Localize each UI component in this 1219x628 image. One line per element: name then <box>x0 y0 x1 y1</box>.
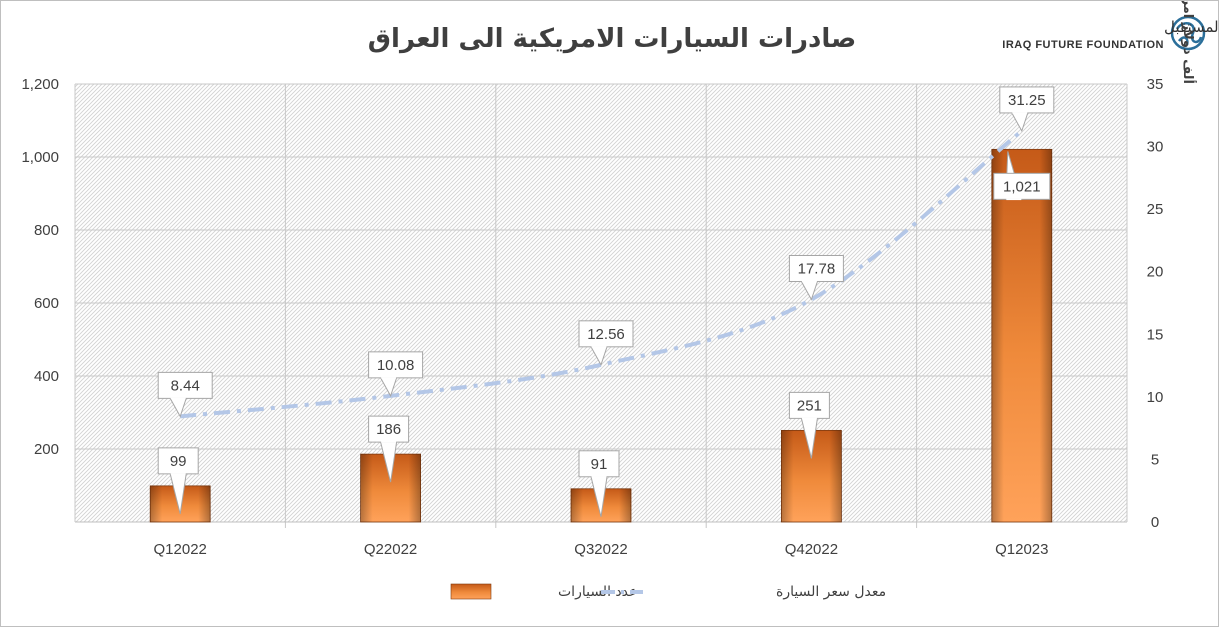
callout-box <box>993 172 1051 200</box>
callout-box <box>578 450 620 478</box>
y-right-tick-label: 5 <box>1151 451 1159 468</box>
callout-box <box>788 391 830 419</box>
line-label: 12.56 <box>578 320 634 367</box>
data-label: 12.56 <box>587 326 625 343</box>
y-axis-right: 0 5 10 15 20 25 30 35 <box>1147 76 1164 531</box>
y-left-tick-label: 1,200 <box>21 76 59 93</box>
data-labels: 99 186 91 251 1,021 8.44 10.08 12.56 17.78 31.25 <box>157 86 1055 517</box>
y-right-tick-label: 0 <box>1151 514 1159 531</box>
callout-box <box>368 415 410 443</box>
callout-box <box>157 371 213 399</box>
data-label: 1,021 <box>1003 178 1041 195</box>
y-right-tick-label: 20 <box>1147 264 1164 281</box>
y-right-tick-label: 35 <box>1147 76 1164 93</box>
data-label: 99 <box>170 453 187 470</box>
bar-label: 1,021 <box>993 151 1051 201</box>
line-label: 8.44 <box>157 371 213 418</box>
data-label: 31.25 <box>1008 92 1046 109</box>
bar-label: 186 <box>368 415 410 483</box>
price-line <box>180 129 1024 419</box>
y-left-tick-label: 200 <box>34 441 59 458</box>
legend: عدد السيارات معدل سعر السيارة <box>450 583 886 600</box>
callout-box <box>578 320 634 348</box>
y-right-tick-label: 10 <box>1147 389 1164 406</box>
chart-title: صادرات السيارات الامريكية الى العراق <box>368 24 856 54</box>
callout-box <box>788 254 844 282</box>
data-label: 251 <box>797 397 822 414</box>
y-axis-left: 200 400 600 800 1,000 1,200 <box>21 76 59 458</box>
legend-bar-swatch <box>450 583 492 600</box>
x-tick-label: Q32022 <box>574 541 627 558</box>
bar-label: 99 <box>157 447 199 514</box>
legend-line-label: معدل سعر السيارة <box>776 584 886 600</box>
y-right-tick-label: 25 <box>1147 201 1164 218</box>
y-left-tick-label: 400 <box>34 368 59 385</box>
bar-shade <box>991 149 1052 522</box>
line-label: 10.08 <box>368 351 424 398</box>
data-label: 186 <box>376 421 401 438</box>
legend-bar-label: عدد السيارات <box>558 584 637 600</box>
y-right-axis-label: ألف دولار امريكي <box>1180 1 1197 84</box>
x-axis: Q12022 Q22022 Q32022 Q42022 Q12023 <box>154 541 1049 558</box>
bar-label: 91 <box>578 450 620 517</box>
callout-box <box>157 447 199 475</box>
x-tick-label: Q12023 <box>995 541 1048 558</box>
data-label: 8.44 <box>171 377 200 394</box>
logo-mark-icon <box>1170 15 1206 51</box>
callout-box <box>368 351 424 379</box>
logo-arabic: مؤسسة عراق المستقبل <box>1164 18 1219 36</box>
data-label: 91 <box>591 456 608 473</box>
logo: مؤسسة عراق المستقبل IRAQ FUTURE FOUNDATI… <box>1002 15 1219 51</box>
line-series <box>180 129 1024 419</box>
y-left-tick-label: 800 <box>34 222 59 239</box>
y-left-tick-label: 1,000 <box>21 149 59 166</box>
data-label: 10.08 <box>377 357 415 374</box>
y-right-tick-label: 30 <box>1147 139 1164 156</box>
x-tick-label: Q42022 <box>785 541 838 558</box>
x-tick-label: Q12022 <box>154 541 207 558</box>
line-label: 31.25 <box>999 86 1055 133</box>
logo-english: IRAQ FUTURE FOUNDATION <box>1002 39 1164 51</box>
bar-label: 251 <box>788 391 830 459</box>
y-left-tick-label: 600 <box>34 295 59 312</box>
y-right-tick-label: 15 <box>1147 326 1164 343</box>
line-label: 17.78 <box>788 254 844 301</box>
data-label: 17.78 <box>798 260 836 277</box>
x-tick-label: Q22022 <box>364 541 417 558</box>
